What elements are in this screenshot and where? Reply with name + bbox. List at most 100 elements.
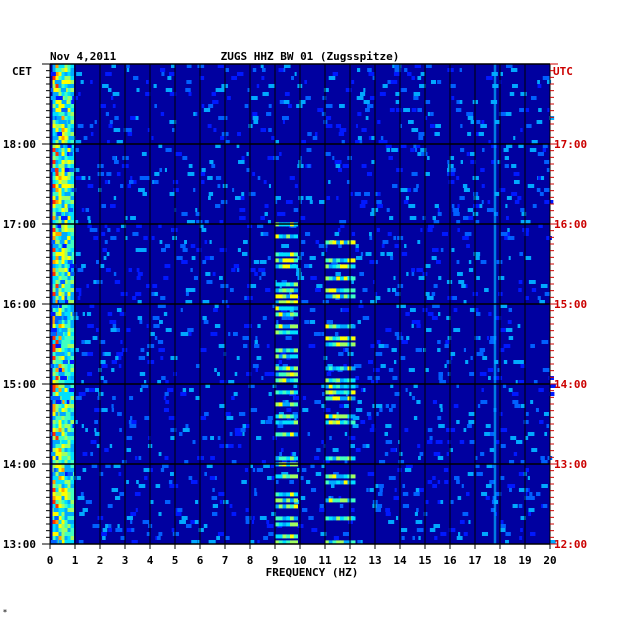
spectrogram-cell [325,342,330,347]
spectrogram-cell [460,160,463,164]
spectrogram-cell [70,524,74,528]
spectrogram-cell [172,128,175,132]
spectrogram-cell [195,212,201,216]
spectrogram-cell [488,376,491,380]
spectrogram-cell [491,160,496,164]
spectrogram-cell [58,464,62,468]
spectrogram-cell [343,336,348,341]
spectrogram-cell [474,336,479,340]
spectrogram-cell [390,256,394,260]
spectrogram-cell [160,356,164,360]
spectrogram-cell [58,200,62,204]
spectrogram-cell [275,402,280,407]
spectrogram-cell [398,440,401,444]
spectrogram-cell [142,176,150,180]
spectrogram-cell [93,280,98,284]
spectrogram-cell [70,192,74,196]
spectrogram-cell [493,376,501,380]
spectrogram-cell [278,306,283,311]
spectrogram-cell [451,96,455,100]
spectrogram-cell [290,456,295,461]
spectrogram-cell [67,524,71,528]
spectrogram-cell [328,414,333,419]
spectrogram-cell [182,428,190,432]
spectrogram-row [50,396,415,400]
spectrogram-cell [485,424,491,428]
spectrogram-cell [58,256,62,260]
spectrogram-cell [228,380,235,384]
spectrogram-cell [55,380,59,384]
spectrogram-cell [64,332,68,336]
spectrogram-cell [219,220,224,224]
spectrogram-cell [89,124,94,128]
spectrogram-cell [416,184,419,188]
spectrogram-cell [70,112,74,116]
spectrogram-cell [64,188,68,192]
spectrogram-cell [268,392,272,396]
spectrogram-cell [169,192,175,196]
spectrogram-cell [64,156,68,160]
spectrogram-cell [89,304,95,308]
spectrogram-cell [275,516,280,521]
spectrogram-row [52,220,531,224]
spectrogram-cell [52,140,56,144]
spectrogram-cell [185,300,193,304]
spectrogram-cell [55,268,59,272]
spectrogram-cell [195,500,199,504]
spectrogram-cell [503,148,509,152]
spectrogram-cell [73,316,79,320]
spectrogram-cell [325,366,330,371]
spectrogram-cell [58,336,62,340]
spectrogram-cell [101,408,108,412]
spectrogram-cell [282,414,287,419]
spectrogram-cell [360,252,364,256]
spectrogram-cell [136,268,140,272]
spectrogram-cell [394,488,397,492]
spectrogram-cell [55,144,59,148]
spectrogram-cell [468,260,472,264]
spectrogram-cell [281,280,287,284]
spectrogram-cell [275,234,280,239]
spectrogram-cell [380,136,384,140]
spectrogram-cell [229,504,233,508]
spectrogram-cell [465,492,470,496]
spectrogram-cell [112,156,117,160]
spectrogram-cell [427,480,433,484]
spectrogram-cell [292,412,298,416]
spectrogram-cell [465,360,469,364]
spectrogram-cell [263,536,269,540]
spectrogram-cell [522,228,530,232]
spectrogram-cell [546,236,552,240]
spectrogram-cell [64,484,68,488]
spectrogram-cell [60,120,67,124]
spectrogram-cell [61,316,65,320]
spectrogram-cell [282,456,287,461]
spectrogram-cell [55,424,59,428]
spectrogram-cell [61,520,65,524]
spectrogram-cell [67,272,71,276]
spectrogram-cell [182,388,187,392]
spectrogram-cell [147,360,155,364]
spectrogram-cell [293,282,298,287]
spectrogram-cell [70,332,74,336]
spectrogram-cell [278,474,283,479]
spectrogram-cell [538,108,542,112]
spectrogram-cell [50,88,54,92]
spectrogram-cell [511,392,519,396]
spectrogram-cell [70,268,74,272]
spectrogram-row [52,124,532,128]
spectrogram-cell [541,460,548,464]
spectrogram-cell [480,260,487,264]
spectrogram-cell [105,112,110,116]
spectrogram-cell [185,88,191,92]
spectrogram-cell [424,368,429,372]
spectrogram-cell [58,292,62,296]
spectrogram-cell [454,476,460,480]
spectrogram-cell [246,152,249,156]
spectrogram-cell [500,444,506,448]
spectrogram-cell [244,424,250,428]
spectrogram-cell [112,92,120,96]
spectrogram-cell [386,208,390,212]
spectrogram-cell [286,474,291,479]
spectrogram-cell [52,276,56,280]
